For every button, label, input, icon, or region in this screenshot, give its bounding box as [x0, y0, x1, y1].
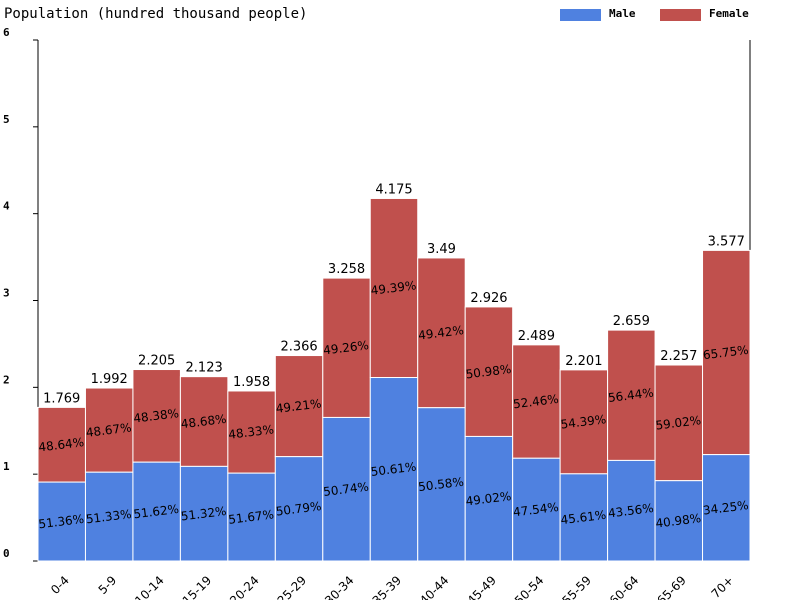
bar-female: [179, 376, 229, 467]
y-tick-label: 4: [3, 200, 10, 213]
y-tick-label: 6: [3, 26, 10, 39]
male-percent-label: 49.02%: [465, 489, 512, 508]
bar-male: [417, 407, 466, 562]
female-percent-label: 52.46%: [512, 392, 559, 411]
bar-total-label: 3.577: [708, 234, 745, 249]
bar-male: [654, 480, 704, 562]
x-tick-label: 15-19: [180, 573, 215, 600]
bar-female: [607, 329, 656, 461]
female-percent-label: 56.44%: [607, 386, 654, 405]
bar-male: [559, 473, 609, 562]
male-percent-label: 51.62%: [133, 502, 180, 521]
male-percent-label: 34.25%: [702, 498, 749, 517]
y-tick-label: 5: [3, 113, 10, 126]
male-percent-label: 43.56%: [607, 501, 654, 520]
bar-male: [274, 456, 324, 562]
bar-total-label: 1.769: [43, 391, 80, 406]
female-percent-label: 49.21%: [275, 396, 322, 415]
bar-female: [274, 355, 324, 458]
female-percent-label: 59.02%: [655, 413, 702, 432]
x-tick-label: 45-49: [464, 573, 499, 600]
x-tick-label: 55-59: [559, 573, 594, 600]
bar-total-label: 1.992: [91, 372, 128, 387]
legend-label-female: Female: [709, 7, 749, 20]
bar-total-label: 2.123: [186, 361, 223, 376]
bar-total-label: 4.175: [375, 182, 412, 197]
male-percent-label: 51.33%: [85, 507, 132, 526]
male-percent-label: 50.74%: [322, 480, 369, 499]
bar-male: [179, 465, 229, 562]
legend-swatch-male: [560, 9, 601, 21]
bar-total-label: 2.366: [280, 340, 317, 355]
bar-male: [227, 472, 276, 562]
x-tick-label: 5-9: [96, 573, 120, 597]
bar-male: [512, 457, 561, 562]
x-tick-label: 10-14: [132, 573, 167, 600]
bar-female: [322, 277, 371, 418]
male-percent-label: 51.67%: [228, 507, 275, 526]
x-tick-label: 50-54: [512, 573, 547, 600]
bar-female: [417, 257, 466, 409]
bar-male: [702, 454, 751, 562]
legend-label-male: Male: [609, 7, 636, 20]
male-percent-label: 45.61%: [560, 508, 607, 527]
bar-total-label: 3.258: [328, 262, 365, 277]
female-percent-label: 48.64%: [38, 435, 85, 454]
chart-title: Population (hundred thousand people): [4, 6, 307, 22]
legend-swatch-female: [660, 9, 701, 21]
bar-total-label: 2.257: [660, 349, 697, 364]
y-tick-label: 3: [3, 287, 10, 300]
male-percent-label: 50.61%: [370, 460, 417, 479]
bar-female: [132, 369, 181, 463]
male-percent-label: 40.98%: [655, 511, 702, 530]
bar-female: [464, 306, 514, 437]
y-tick-label: 1: [3, 460, 10, 473]
y-tick-label: 2: [3, 373, 10, 386]
x-tick-label: 60-64: [607, 573, 642, 600]
bar-total-label: 1.958: [233, 375, 270, 390]
bar-male: [132, 461, 181, 562]
female-percent-label: 48.33%: [228, 422, 275, 441]
male-percent-label: 50.79%: [275, 499, 322, 518]
legend: Male Female: [560, 7, 749, 21]
female-percent-label: 48.68%: [180, 412, 227, 431]
bar-male: [464, 435, 514, 562]
female-percent-label: 65.75%: [702, 343, 749, 362]
x-tick-label: 40-44: [417, 573, 452, 600]
y-tick-label: 0: [3, 547, 10, 560]
bar-total-label: 2.201: [565, 354, 602, 369]
bars: [37, 197, 751, 562]
male-percent-label: 51.36%: [38, 512, 85, 531]
female-percent-label: 49.26%: [322, 338, 369, 357]
x-tick-label: 20-24: [227, 573, 262, 600]
x-tick-label: 65-69: [654, 573, 689, 600]
x-tick-label: 70+: [709, 573, 737, 600]
female-percent-label: 49.42%: [417, 323, 464, 342]
bar-total-label: 2.659: [613, 314, 650, 329]
bar-male: [607, 459, 656, 562]
bar-male: [369, 377, 419, 562]
female-percent-label: 48.67%: [85, 420, 132, 439]
x-tick-label: 30-34: [322, 573, 357, 600]
female-percent-label: 49.39%: [370, 278, 417, 297]
bar-male: [322, 416, 371, 562]
x-tick-label: 0-4: [48, 573, 72, 597]
male-percent-label: 47.54%: [512, 500, 559, 519]
male-percent-label: 50.58%: [417, 475, 464, 494]
x-tick-label: 35-39: [370, 573, 405, 600]
bar-total-label: 2.205: [138, 354, 175, 369]
female-percent-label: 50.98%: [465, 362, 512, 381]
female-percent-label: 48.38%: [133, 406, 180, 425]
bar-total-label: 3.49: [427, 242, 456, 257]
male-percent-label: 51.32%: [180, 504, 227, 523]
bar-total-label: 2.489: [518, 329, 555, 344]
bar-total-label: 2.926: [470, 291, 507, 306]
x-tick-label: 25-29: [275, 573, 310, 600]
female-percent-label: 54.39%: [560, 412, 607, 431]
bar-female: [369, 197, 419, 379]
